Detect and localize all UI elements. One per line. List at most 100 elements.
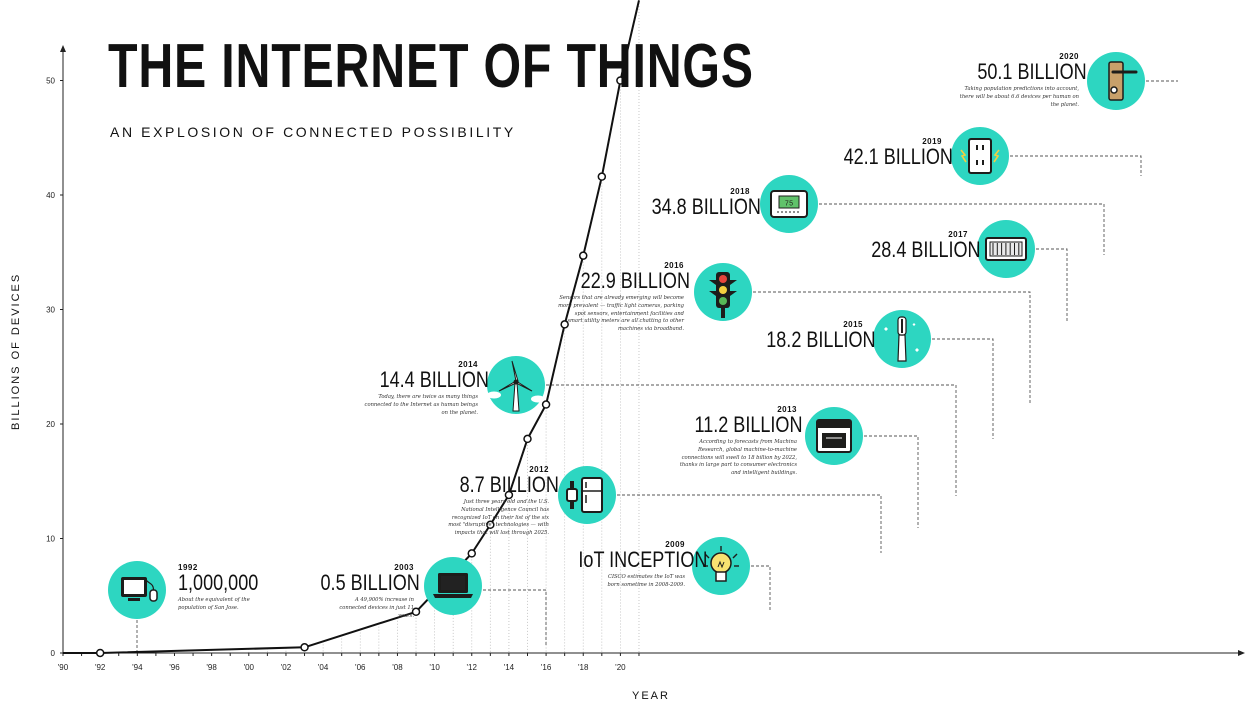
annotation-year: 2016 bbox=[664, 261, 684, 270]
y-tick-label: 40 bbox=[46, 191, 55, 200]
x-tick-label: '14 bbox=[504, 663, 515, 672]
annotation-2017: 2017 28.4 BILLION bbox=[850, 230, 981, 262]
annotation-note: A 49,900% increase in connected devices … bbox=[339, 597, 414, 619]
annotation-value: 11.2 BILLION bbox=[694, 412, 803, 437]
x-axis-label: YEAR bbox=[632, 690, 670, 702]
annotation-note: CISCO estimates the IoT was born sometim… bbox=[607, 574, 685, 588]
thermostat-icon: 75 bbox=[760, 175, 818, 233]
data-point bbox=[523, 434, 532, 444]
annotation-value: IoT INCEPTION bbox=[578, 547, 708, 572]
y-tick-label: 20 bbox=[46, 420, 55, 429]
data-point bbox=[95, 648, 105, 658]
annotation-value: 50.1 BILLION bbox=[977, 59, 1087, 84]
annotation-2019: 2019 42.1 BILLION bbox=[822, 137, 953, 169]
x-tick-label: '06 bbox=[355, 663, 366, 672]
outlet-icon bbox=[951, 127, 1009, 185]
leader-line bbox=[751, 565, 771, 610]
annotation-value: 14.4 BILLION bbox=[379, 367, 489, 392]
x-tick-label: '90 bbox=[58, 663, 69, 672]
annotation-note: According to forecasts from Machina Rese… bbox=[679, 439, 797, 477]
annotation-note: Taking population predictions into accou… bbox=[959, 86, 1079, 108]
leader-line bbox=[546, 384, 957, 496]
x-tick-label: '16 bbox=[541, 663, 552, 672]
leader-line bbox=[932, 338, 994, 439]
annotation-year: 2017 bbox=[948, 230, 968, 239]
y-axis-label: BILLIONS OF DEVICES bbox=[10, 272, 22, 430]
annotation-value: 28.4 BILLION bbox=[871, 237, 981, 262]
data-point bbox=[486, 520, 495, 530]
x-tick-label: '96 bbox=[169, 663, 180, 672]
annotation-value: 42.1 BILLION bbox=[843, 144, 953, 169]
annotation-note: Sensors that are already emerging will b… bbox=[558, 295, 684, 333]
x-tick-label: '12 bbox=[467, 663, 478, 672]
data-point bbox=[541, 400, 551, 409]
annotation-year: 2009 bbox=[665, 540, 685, 549]
x-tick-label: '92 bbox=[95, 663, 106, 672]
data-point bbox=[300, 643, 309, 652]
thermostat-reading: 75 bbox=[785, 201, 793, 209]
annotation-2014: 2014 14.4 BILLION Today, there are twice… bbox=[358, 360, 489, 417]
chart-title: THE INTERNET OF THINGS bbox=[108, 32, 754, 101]
data-point bbox=[578, 251, 588, 260]
y-tick-label: 50 bbox=[46, 77, 55, 86]
annotation-year: 2014 bbox=[458, 360, 478, 369]
annotation-note: About the equivalent of the population o… bbox=[178, 597, 250, 611]
annotation-year: 1992 bbox=[178, 563, 198, 572]
annotation-2018: 2018 34.8 BILLION bbox=[630, 187, 761, 219]
y-tick-label: 0 bbox=[51, 649, 56, 658]
annotation-value: 34.8 BILLION bbox=[651, 194, 761, 219]
annotation-year: 2018 bbox=[730, 187, 750, 196]
annotation-value: 1,000,000 bbox=[178, 570, 259, 595]
smartwatch-fridge-icon bbox=[558, 466, 616, 524]
y-tick-label: 30 bbox=[46, 306, 55, 315]
x-tick-label: '08 bbox=[392, 663, 403, 672]
data-point bbox=[616, 76, 625, 85]
annotation-2013: 2013 11.2 BILLION According to forecasts… bbox=[672, 405, 803, 478]
leader-line bbox=[1036, 248, 1068, 322]
data-point bbox=[467, 549, 477, 558]
leader-line bbox=[864, 435, 919, 528]
oven-icon bbox=[805, 407, 863, 465]
lightbulb-icon bbox=[692, 537, 750, 595]
traffic-light-icon bbox=[694, 263, 752, 321]
computer-icon bbox=[108, 561, 166, 619]
annotation-2015: 2015 18.2 BILLION bbox=[745, 320, 876, 352]
chart-subtitle: AN EXPLOSION OF CONNECTED POSSIBILITY bbox=[110, 124, 516, 140]
data-point bbox=[504, 490, 514, 500]
annotation-value: 18.2 BILLION bbox=[766, 327, 876, 352]
data-point bbox=[411, 607, 421, 617]
laptop-icon bbox=[424, 557, 482, 615]
x-axis-arrow-icon bbox=[1238, 650, 1245, 656]
wind-turbine-icon bbox=[487, 356, 545, 414]
x-tick-label: '98 bbox=[206, 663, 217, 672]
leader-line bbox=[819, 203, 1105, 255]
annotation-2009: 2009 IoT INCEPTION CISCO estimates the I… bbox=[555, 540, 708, 590]
annotation-value: 8.7 BILLION bbox=[459, 472, 559, 497]
x-tick-label: '02 bbox=[281, 663, 292, 672]
annotation-year: 2012 bbox=[529, 465, 549, 474]
annotation-note: Today, there are twice as many things co… bbox=[364, 394, 478, 416]
annotation-2016: 2016 22.9 BILLION Sensors that are alrea… bbox=[558, 261, 690, 334]
air-conditioner-icon bbox=[977, 220, 1035, 278]
growth-line bbox=[62, 0, 640, 654]
leader-line bbox=[617, 494, 882, 553]
y-axis-arrow-icon bbox=[60, 45, 66, 52]
annotation-note: Just three years old and the U.S. Nation… bbox=[448, 499, 549, 537]
annotation-value: 22.9 BILLION bbox=[580, 268, 690, 293]
x-tick-label: '18 bbox=[578, 663, 589, 672]
annotation-2012: 2012 8.7 BILLION Just three years old an… bbox=[440, 465, 559, 538]
door-handle-icon bbox=[1087, 52, 1145, 110]
annotation-year: 2003 bbox=[394, 563, 414, 572]
annotation-year: 2015 bbox=[843, 320, 863, 329]
leader-line bbox=[483, 589, 547, 647]
toothbrush-icon bbox=[873, 310, 931, 368]
annotation-value: 0.5 BILLION bbox=[320, 570, 420, 595]
annotation-year: 2019 bbox=[922, 137, 942, 146]
data-point bbox=[560, 320, 569, 329]
y-tick-label: 10 bbox=[46, 535, 55, 544]
x-tick-label: '94 bbox=[132, 663, 143, 672]
x-tick-label: '20 bbox=[615, 663, 626, 672]
data-point bbox=[597, 172, 607, 181]
annotation-year: 2020 bbox=[1059, 52, 1079, 61]
